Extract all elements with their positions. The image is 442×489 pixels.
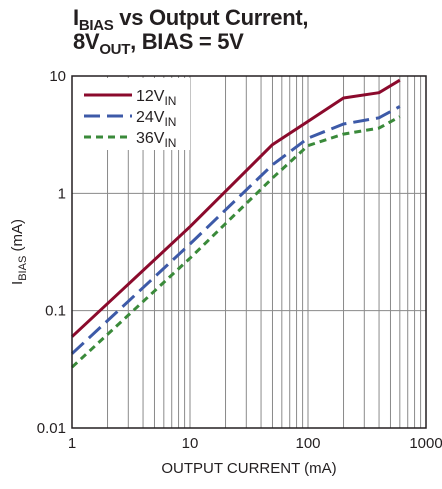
x-tick-label: 1 <box>68 435 76 452</box>
y-tick-label: 0.1 <box>45 303 66 320</box>
chart-title-line-1: IBIAS vs Output Current, <box>73 5 309 35</box>
series-layer <box>70 78 401 369</box>
series-line-2 <box>70 115 401 369</box>
series-line-0 <box>70 78 401 338</box>
y-tick-label: 0.01 <box>37 420 66 437</box>
legend-background <box>74 78 190 150</box>
y-tick-labels: 0.01 0.1 1 10 <box>37 68 66 437</box>
plot-frame <box>71 75 427 429</box>
x-tick-label: 100 <box>295 435 320 452</box>
legend-label-2: 36VIN <box>136 130 176 150</box>
series-line-1 <box>70 105 401 355</box>
legend-label-1: 24VIN <box>136 109 176 129</box>
x-tick-labels: 1 10 100 1000 <box>68 435 442 452</box>
legend-label-0: 12VIN <box>136 88 176 108</box>
x-tick-label: 1000 <box>409 435 442 452</box>
y-axis-label: IBIAS (mA) <box>9 219 29 285</box>
y-tick-label: 1 <box>58 185 66 202</box>
y-tick-label: 10 <box>49 68 66 85</box>
chart-title-line-2: 8VOUT, BIAS = 5V <box>73 29 244 59</box>
x-tick-label: 10 <box>182 435 199 452</box>
x-axis-label: OUTPUT CURRENT (mA) <box>161 460 336 477</box>
